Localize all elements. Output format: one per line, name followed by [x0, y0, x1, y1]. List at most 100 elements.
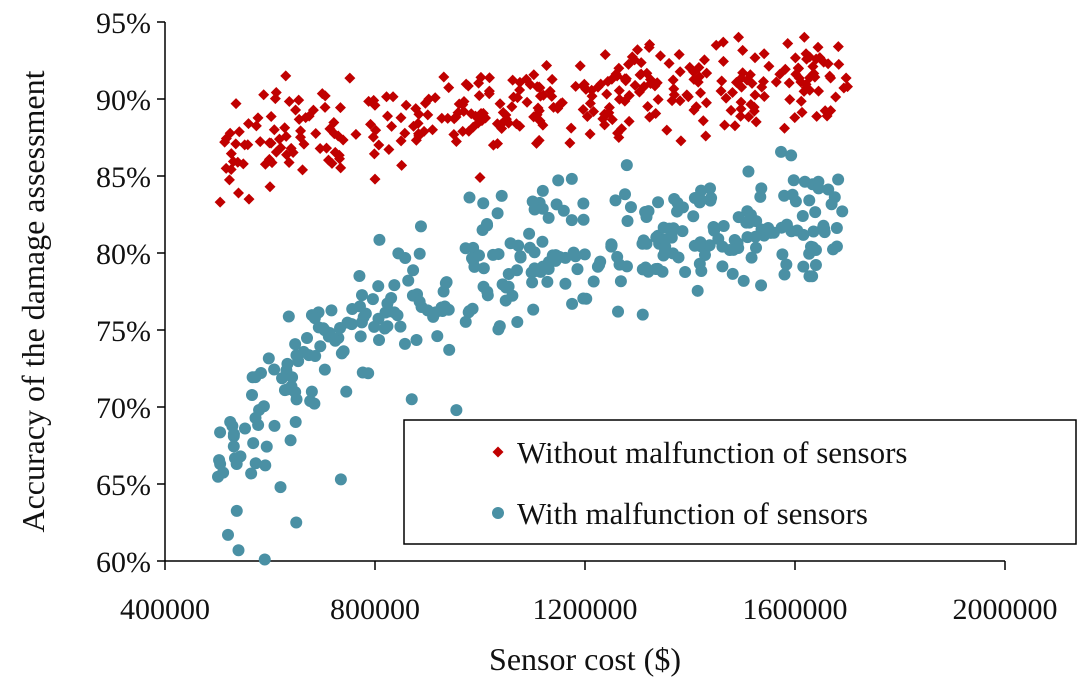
data-point-circle: [480, 217, 493, 230]
data-point-circle: [289, 416, 302, 429]
data-point-diamond: [442, 112, 454, 124]
data-point-diamond: [789, 112, 801, 124]
data-point-diamond: [809, 71, 821, 83]
data-point-diamond: [758, 48, 770, 60]
data-point-diamond: [840, 72, 852, 84]
data-point-diamond: [280, 70, 292, 82]
data-point-circle: [716, 260, 729, 273]
data-point-circle: [526, 195, 539, 208]
data-point-circle: [466, 302, 479, 315]
data-point-diamond: [474, 172, 486, 184]
data-point-diamond: [663, 57, 675, 69]
data-point-circle: [691, 284, 704, 297]
data-point-circle: [308, 397, 321, 410]
data-point-circle: [803, 270, 816, 283]
series-with-malfunction: [212, 145, 849, 566]
data-point-circle: [381, 320, 394, 333]
data-point-circle: [526, 276, 539, 289]
data-point-circle: [477, 262, 490, 275]
data-point-diamond: [287, 146, 299, 158]
data-point-diamond: [684, 61, 696, 73]
data-point-diamond: [795, 95, 807, 107]
data-point-diamond: [438, 71, 450, 83]
data-point-diamond: [369, 173, 381, 185]
data-point-diamond: [453, 98, 465, 110]
data-point-diamond: [688, 104, 700, 116]
data-point-diamond: [674, 95, 686, 107]
data-point-circle: [372, 280, 385, 293]
data-point-diamond: [763, 60, 775, 72]
data-point-diamond: [644, 39, 656, 51]
data-point-circle: [353, 300, 366, 313]
data-point-circle: [613, 258, 626, 271]
data-point-diamond: [601, 88, 613, 100]
data-point-circle: [787, 174, 800, 187]
data-point-diamond: [483, 85, 495, 97]
data-point-diamond: [484, 72, 496, 84]
data-point-diamond: [673, 48, 685, 60]
legend-label-without-malfunction: Without malfunction of sensors: [517, 435, 908, 470]
data-point-diamond: [581, 110, 593, 122]
y-tick-label: 85%: [96, 161, 151, 194]
data-point-diamond: [729, 120, 741, 132]
data-point-diamond: [821, 110, 833, 122]
data-point-circle: [744, 212, 757, 225]
data-point-diamond: [733, 31, 745, 43]
data-point-circle: [388, 279, 401, 292]
data-point-diamond: [399, 127, 411, 139]
data-point-diamond: [613, 62, 625, 74]
data-point-circle: [688, 192, 701, 205]
data-point-diamond: [429, 92, 441, 104]
data-point-circle: [268, 419, 281, 432]
data-point-circle: [559, 277, 572, 290]
data-point-circle: [822, 183, 835, 196]
x-tick-label: 1200000: [533, 593, 638, 626]
data-point-diamond: [832, 41, 844, 53]
data-point-diamond: [749, 52, 761, 64]
data-point-circle: [491, 207, 504, 220]
data-point-circle: [775, 145, 788, 158]
data-point-diamond: [692, 76, 704, 88]
data-point-diamond: [225, 163, 237, 175]
data-point-circle: [511, 315, 524, 328]
data-point-diamond: [804, 51, 816, 63]
data-point-diamond: [813, 85, 825, 97]
data-point-circle: [636, 308, 649, 321]
data-point-diamond: [528, 111, 540, 123]
data-point-circle: [749, 230, 762, 243]
data-point-circle: [325, 304, 338, 317]
data-point-circle: [222, 528, 234, 541]
data-point-diamond: [408, 120, 420, 132]
data-point-diamond: [798, 31, 810, 43]
data-point-circle: [289, 338, 302, 351]
data-point-diamond: [735, 110, 747, 122]
data-point-circle: [305, 385, 318, 398]
data-point-circle: [385, 292, 398, 305]
data-point-diamond: [749, 89, 761, 101]
data-point-diamond: [811, 110, 823, 122]
data-point-circle: [442, 303, 455, 316]
data-point-circle: [495, 189, 508, 202]
data-point-circle: [463, 191, 476, 204]
data-point-diamond: [258, 89, 270, 101]
data-point-circle: [523, 241, 536, 254]
data-point-circle: [536, 235, 549, 248]
data-point-circle: [249, 457, 262, 470]
data-point-circle: [618, 188, 631, 201]
data-point-circle: [612, 305, 625, 318]
y-tick-label: 65%: [96, 469, 151, 502]
data-point-diamond: [644, 74, 656, 86]
data-point-diamond: [716, 75, 728, 87]
data-point-circle: [414, 220, 427, 233]
data-point-circle: [605, 240, 618, 253]
data-point-circle: [836, 205, 849, 218]
data-point-circle: [493, 320, 506, 333]
data-point-diamond: [790, 68, 802, 80]
data-point-diamond: [283, 95, 295, 107]
data-point-diamond: [736, 81, 748, 93]
data-point-diamond: [412, 128, 424, 140]
data-point-circle: [227, 427, 240, 440]
data-point-diamond: [735, 96, 747, 108]
data-point-circle: [671, 196, 684, 209]
data-point-circle: [705, 192, 718, 205]
